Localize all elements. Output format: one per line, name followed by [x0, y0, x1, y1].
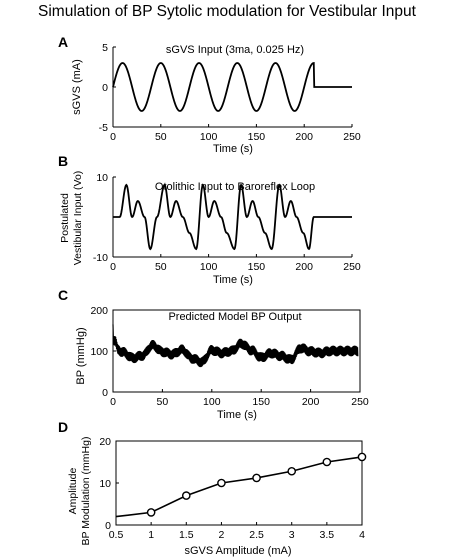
panel-c-ylabel: BP (mmHg) — [75, 327, 87, 384]
panel-a-letter: A — [58, 34, 68, 50]
panel-b-x-tick-label: 250 — [343, 261, 361, 273]
panel-c-x-tick-label: 150 — [252, 396, 270, 408]
panel-a-x-tick-label: 100 — [200, 131, 218, 143]
panel-b-y-tick-label: -10 — [93, 252, 108, 264]
panel-b-letter: B — [58, 153, 68, 169]
panel-b: B Otolithic Input to Baroreflex Loop Pos… — [58, 153, 361, 286]
panel-d-data-point — [181, 491, 191, 500]
panel-d-data-point — [357, 452, 367, 462]
panel-d-x-tick-label: 3.5 — [320, 529, 335, 541]
panel-d-ylabel-line-1: Amplitude — [67, 468, 79, 515]
panel-a-x-tick-label: 50 — [155, 131, 167, 143]
panel-d-y-tick-label: 0 — [105, 520, 111, 532]
panel-a-ylabel: sGVS (mA) — [71, 59, 83, 115]
panel-d-y-tick-label: 10 — [99, 478, 111, 490]
panel-b-title: Otolithic Input to Baroreflex Loop — [155, 181, 315, 193]
panel-c-x-tick-label: 100 — [203, 396, 221, 408]
panel-d-x-tick-label: 1.5 — [179, 529, 194, 541]
panel-c-xlabel: Time (s) — [217, 409, 257, 421]
panel-d-data-point — [252, 473, 261, 483]
panel-a-y-tick-label: 0 — [102, 82, 108, 94]
panel-b-xlabel: Time (s) — [213, 274, 253, 286]
figure-title: Simulation of BP Sytolic modulation for … — [38, 3, 416, 20]
panel-b-series-line — [113, 183, 352, 251]
panel-c-y-tick-label: 200 — [90, 305, 108, 317]
panel-d-y-tick-label: 20 — [99, 436, 111, 448]
panel-d-data-point — [287, 466, 297, 476]
panel-c: C Predicted Model BP Output BP (mmHg) Ti… — [58, 287, 369, 421]
panel-d-x-tick-label: 4 — [359, 529, 365, 541]
panel-c-y-tick-label: 0 — [102, 387, 108, 399]
panel-a-title: sGVS Input (3ma, 0.025 Hz) — [166, 44, 304, 56]
panel-b-y-tick-label: 10 — [96, 172, 108, 184]
panel-c-letter: C — [58, 287, 68, 303]
panel-d-series-line — [115, 456, 363, 518]
panel-c-x-tick-label: 200 — [302, 396, 320, 408]
panel-c-x-tick-label: 50 — [157, 396, 169, 408]
panel-a-x-tick-label: 200 — [295, 131, 313, 143]
panel-a-x-tick-label: 250 — [343, 131, 361, 143]
panel-c-x-tick-label: 250 — [351, 396, 369, 408]
panel-c-title: Predicted Model BP Output — [168, 311, 301, 323]
panel-c-x-tick-label: 0 — [110, 396, 116, 408]
panel-d-letter: D — [58, 419, 68, 435]
panel-a-x-tick-label: 150 — [248, 131, 266, 143]
panel-a-y-tick-label: -5 — [99, 122, 108, 134]
panel-b-ylabel-line-1: Postulated — [59, 193, 71, 243]
panel-d-data-point — [146, 508, 156, 517]
panel-d-x-tick-label: 1 — [148, 529, 154, 541]
panel-a-y-tick-label: 5 — [102, 42, 108, 54]
panel-d-x-tick-label: 3 — [289, 529, 295, 541]
panel-b-x-tick-label: 200 — [295, 261, 313, 273]
panel-b-x-tick-label: 150 — [248, 261, 266, 273]
panel-a: A sGVS Input (3ma, 0.025 Hz) sGVS (mA) T… — [58, 34, 361, 155]
panel-d-data-point — [322, 457, 332, 467]
panel-a-x-tick-label: 0 — [110, 131, 116, 143]
panel-d-x-tick-label: 0.5 — [109, 529, 124, 541]
panel-d-data-point — [217, 478, 226, 488]
panel-b-x-tick-label: 100 — [200, 261, 218, 273]
panel-b-x-tick-label: 50 — [155, 261, 167, 273]
panel-a-series-line — [112, 61, 352, 112]
panel-d-ylabel-line-2: BP Modulation (mmHg) — [80, 437, 92, 546]
panel-b-x-tick-label: 0 — [110, 261, 116, 273]
panel-b-ylabel-line-2: Vestibular Input (Vo) — [72, 171, 84, 266]
panel-c-y-tick-label: 100 — [90, 346, 108, 358]
panel-c-series-line — [112, 324, 359, 368]
panel-a-xlabel: Time (s) — [213, 143, 253, 155]
panel-d-x-tick-label: 2.5 — [249, 529, 264, 541]
panel-d: D Amplitude BP Modulation (mmHg) sGVS Am… — [58, 419, 367, 557]
panel-d-xlabel: sGVS Amplitude (mA) — [185, 545, 292, 557]
panel-d-x-tick-label: 2 — [219, 529, 225, 541]
